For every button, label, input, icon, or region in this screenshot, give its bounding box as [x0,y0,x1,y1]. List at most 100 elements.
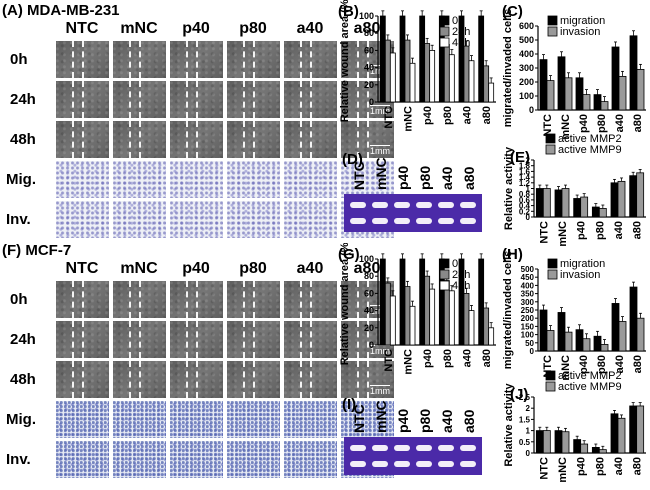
legend-label-48h: 48h [452,37,470,49]
x-tick-label-ntc: NTC [383,349,395,372]
bar-migration-ntc [539,59,548,111]
gel-band [460,202,476,208]
image-texture [113,441,166,478]
gel-lane-label-ntc: NTC [351,161,367,190]
wound-gap [129,121,141,158]
gel-band [350,218,366,224]
y-tick-label: 300 [521,298,535,307]
transwell-image-mig-ntc [56,401,109,438]
bar-active-MMP2-p80 [591,447,600,454]
wound-gap [357,81,369,118]
bar-migration-a80 [629,35,638,111]
y-tick-label: 1.4 [519,173,531,182]
legend-swatch-invasion [547,26,558,37]
wound-image-24h-a40 [284,81,337,118]
wound-gap [186,41,198,78]
legend-swatch-active-MMP2 [545,133,556,144]
x-tick-label-a40: a40 [613,457,625,475]
gel-band [460,445,476,451]
wound-gap [186,121,198,158]
gel-lane-label-a80: a80 [461,166,477,190]
wound-image-0h-mnc [113,281,166,318]
col-label-ntc: NTC [65,20,99,37]
x-tick-label-p40: p40 [422,349,434,368]
y-tick-label: 450 [521,273,535,282]
y-tick-label: 0.4 [519,202,531,211]
panel-letter: (B) [338,3,359,20]
col-label-p80: p80 [239,260,267,277]
wound-image-48h-a40 [284,361,337,398]
bar-active-MMP2-a40 [610,182,619,218]
x-tick-label-mnc: mNC [557,457,569,483]
panel-label-i: (I) [342,396,357,413]
y-axis-label: Relative wound area (%) [339,0,351,122]
wound-gap [243,81,255,118]
chart-e: (E)Relative activity 00.20.40.60.811.21.4… [503,133,646,247]
bar-invasion-ntc [546,80,555,111]
gel-lane-label-a80: a80 [461,409,477,433]
y-tick-label: 40 [364,306,374,316]
y-axis-label: Relative activity [503,146,515,230]
gel-band [438,202,454,208]
gel-band [394,445,410,451]
legend-label-active-MMP2: active MMP2 [558,133,622,145]
y-tick-label: 40 [364,63,374,73]
x-tick-label-p40: p40 [576,457,588,476]
legend-swatch-active-MMP2 [545,370,556,381]
legend-swatch-migration [547,258,558,269]
y-tick-label: 100 [521,331,535,340]
x-tick-label-p40: p40 [422,106,434,125]
gel-band [350,445,366,451]
bar-24h-ntc [384,282,391,346]
bar-active-MMP9-a40 [617,417,626,454]
transwell-image-mig-mnc [113,161,166,198]
row-label-48h: 48h [10,131,36,148]
gel-band [460,218,476,224]
x-tick-label-p40: p40 [578,355,590,374]
legend-swatch-24h [439,26,450,37]
bar-24h-p40 [424,275,431,346]
x-tick-label-a40: a40 [613,221,625,239]
bar-24h-a40 [463,293,470,346]
chart-b: (B)Relative wound area (%) 0 20 40 60 80 100 NT… [338,0,496,132]
bar-24h-p40 [424,43,431,103]
x-tick-label-a80: a80 [632,457,644,475]
wound-gap [72,41,84,78]
gel-lane-label-p80: p80 [417,408,433,433]
bar-migration-ntc [539,309,548,352]
wound-gap [186,321,198,358]
row-label-mig: Mig. [6,171,36,188]
wound-image-0h-a40 [284,281,337,318]
gel-band [350,202,366,208]
wound-image-48h-a80: 1mm [341,361,394,398]
bar-active-MMP9-mnc [561,431,570,454]
y-tick-label: 20 [364,80,374,90]
wound-image-0h-p40 [170,41,223,78]
row-label-48h: 48h [10,371,36,388]
row-label-24h: 24h [10,91,36,108]
transwell-image-inv-p80 [227,441,280,478]
gel-band [394,202,410,208]
gel-band [438,461,454,467]
wound-gap [129,321,141,358]
y-axis-label: Relative wound area (%) [339,243,351,365]
col-label-p40: p40 [182,20,210,37]
bar-48h-p40 [429,288,436,346]
gel-lane-label-mnc: mNC [373,157,389,190]
transwell-image-mig-p80 [227,401,280,438]
wound-image-0h-p80 [227,41,280,78]
wound-image-24h-mnc [113,81,166,118]
x-tick-label-mnc: mNC [403,349,415,375]
chart-h: (H)migrated/invaded cells 050100150200250… [502,246,646,381]
y-tick-label: 1.5 [519,415,531,424]
x-tick-label-p80: p80 [594,221,606,240]
gel-lane-label-a40: a40 [439,166,455,190]
image-texture [56,201,109,238]
legend-label-active-MMP9: active MMP9 [558,381,622,393]
x-tick-label-p80: p80 [442,349,454,368]
bar-48h-p40 [429,50,436,103]
image-texture [56,161,109,198]
wound-image-24h-ntc [56,81,109,118]
bar-invasion-p40 [582,338,591,352]
y-tick-label: 1.8 [519,162,531,171]
